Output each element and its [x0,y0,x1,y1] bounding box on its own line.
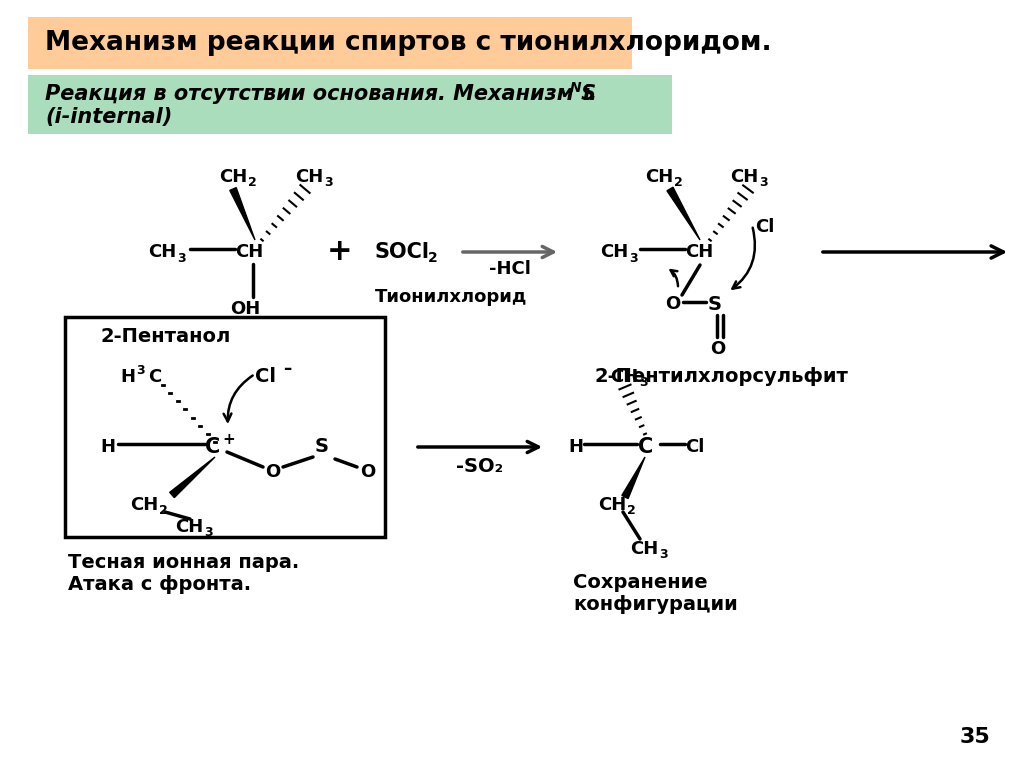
Text: CH: CH [645,168,673,186]
Text: SOCl: SOCl [375,242,430,262]
Polygon shape [170,457,215,498]
Text: 3: 3 [659,548,668,561]
Text: Cl: Cl [755,218,774,236]
FancyBboxPatch shape [28,17,632,69]
Text: Атака с фронта.: Атака с фронта. [68,574,251,594]
Text: CH: CH [295,168,324,186]
Text: 3: 3 [177,252,185,265]
Text: Механизм реакции спиртов с тионилхлоридом.: Механизм реакции спиртов с тионилхлоридо… [45,30,772,56]
Text: Сохранение: Сохранение [573,572,708,591]
Text: 3: 3 [324,176,333,189]
Text: –: – [283,360,291,378]
Text: CH: CH [600,243,629,261]
Text: S: S [315,437,329,456]
Text: CH: CH [130,496,159,514]
Text: 2: 2 [428,251,437,265]
Text: конфигурации: конфигурации [573,594,737,614]
Text: 2: 2 [674,176,683,189]
Text: 3: 3 [204,526,213,539]
Polygon shape [622,457,645,499]
Text: O: O [265,463,281,481]
Text: +: + [328,238,353,266]
Text: Тесная ионная пара.: Тесная ионная пара. [68,552,299,571]
Text: Реакция в отсутствии основания. Механизм S: Реакция в отсутствии основания. Механизм… [45,84,596,104]
Text: CH: CH [730,168,758,186]
Text: H: H [100,438,115,456]
Text: CH: CH [598,496,627,514]
Text: i.: i. [582,84,597,104]
Polygon shape [667,187,700,240]
Text: N: N [570,81,582,95]
Text: 2: 2 [248,176,257,189]
Text: 2-Пентилхлорсульфит: 2-Пентилхлорсульфит [595,367,849,387]
Text: -SO₂: -SO₂ [457,457,504,476]
Text: 35: 35 [959,727,990,747]
Text: Cl: Cl [685,438,705,456]
Text: H: H [568,438,583,456]
Text: CH: CH [685,243,714,261]
Text: O: O [360,463,375,481]
Text: +: + [222,432,234,446]
Text: CH: CH [219,168,247,186]
Text: H: H [120,368,135,386]
Text: 2: 2 [627,505,636,518]
Text: CH: CH [630,540,658,558]
Text: OH: OH [229,300,260,318]
Bar [65,317,385,537]
Text: CH: CH [610,368,638,386]
Text: 3: 3 [629,252,638,265]
FancyBboxPatch shape [28,75,672,134]
Text: S: S [708,295,722,314]
Text: C: C [638,437,653,457]
Text: 2: 2 [159,505,168,518]
Text: Тионилхлорид: Тионилхлорид [375,288,527,306]
Text: CH: CH [234,243,263,261]
Text: O: O [665,295,680,313]
Text: 2-Пентанол: 2-Пентанол [100,328,230,347]
Text: (i-internal): (i-internal) [45,107,172,127]
Text: -HCl: -HCl [489,260,530,278]
Text: O: O [710,340,725,358]
Polygon shape [229,188,255,240]
Text: CH: CH [175,518,203,536]
Text: C: C [205,437,220,457]
Text: 3: 3 [136,364,144,377]
Text: 3: 3 [639,377,647,390]
Text: CH: CH [148,243,176,261]
Text: Cl: Cl [255,367,276,387]
Text: C: C [148,368,161,386]
Text: 3: 3 [759,176,768,189]
